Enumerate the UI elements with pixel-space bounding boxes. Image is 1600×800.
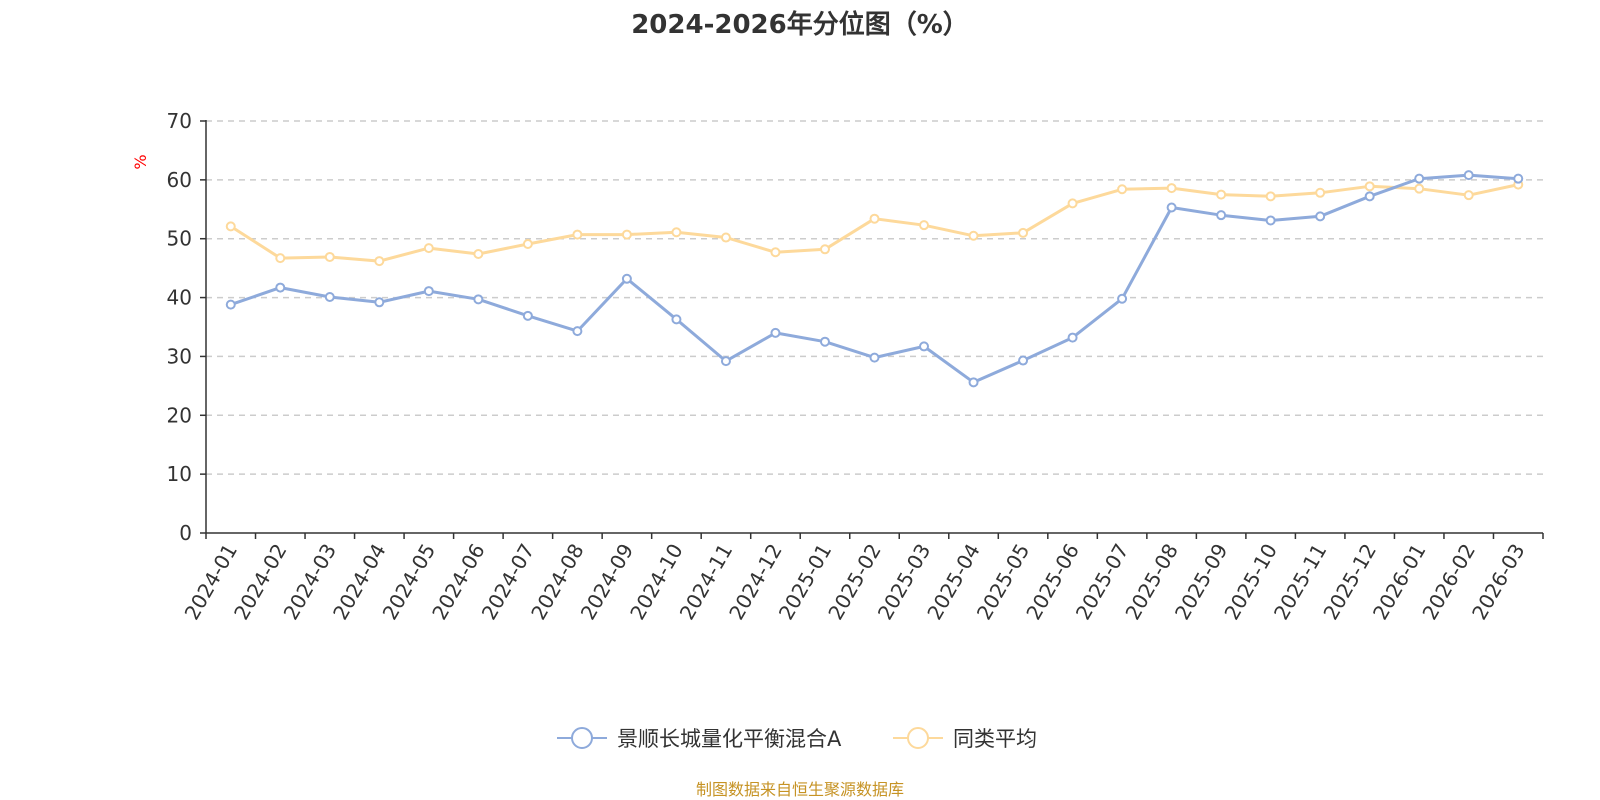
grid-lines xyxy=(206,120,1543,475)
data-point xyxy=(225,221,236,232)
y-axis-label: % xyxy=(131,154,150,169)
data-point xyxy=(1414,183,1425,194)
data-point xyxy=(423,243,434,254)
series-2 xyxy=(225,179,1524,267)
data-point xyxy=(1463,170,1474,181)
data-point xyxy=(374,297,385,308)
chart-title: 2024-2026年分位图（%） xyxy=(631,9,969,40)
series-line xyxy=(230,173,1519,384)
data-point xyxy=(473,249,484,260)
legend-label: 景顺长城量化平衡混合A xyxy=(617,727,842,751)
data-point xyxy=(720,232,731,243)
data-point xyxy=(1117,293,1128,304)
data-point xyxy=(968,230,979,241)
data-point xyxy=(819,244,830,255)
y-tick-label: 10 xyxy=(167,462,192,486)
legend-marker xyxy=(571,727,593,749)
data-point xyxy=(869,213,880,224)
data-point xyxy=(572,229,583,240)
data-point xyxy=(324,291,335,302)
data-point xyxy=(671,227,682,238)
data-point xyxy=(1463,190,1474,201)
data-point xyxy=(1414,173,1425,184)
data-point xyxy=(1265,215,1276,226)
y-tick-label: 40 xyxy=(167,286,192,310)
data-point xyxy=(423,286,434,297)
data-point xyxy=(275,282,286,293)
data-point xyxy=(1117,184,1128,195)
data-point xyxy=(324,251,335,262)
data-point xyxy=(1315,211,1326,222)
data-point xyxy=(720,356,731,367)
y-tick-label: 0 xyxy=(179,521,192,545)
source-note: 制图数据来自恒生聚源数据库 xyxy=(696,780,904,799)
legend[interactable]: 景顺长城量化平衡混合A 同类平均 xyxy=(557,727,1037,751)
data-point xyxy=(374,256,385,267)
data-point xyxy=(1166,202,1177,213)
data-point xyxy=(621,229,632,240)
legend-item-2[interactable]: 同类平均 xyxy=(893,727,1037,751)
y-tick-label: 70 xyxy=(167,109,192,133)
data-point xyxy=(1166,183,1177,194)
data-point xyxy=(572,326,583,337)
data-point xyxy=(671,314,682,325)
data-point xyxy=(919,220,930,231)
data-point xyxy=(1265,191,1276,202)
data-point xyxy=(819,336,830,347)
data-point xyxy=(919,341,930,352)
data-point xyxy=(770,247,781,258)
data-point xyxy=(1364,181,1375,192)
data-point xyxy=(275,253,286,264)
data-point xyxy=(1216,189,1227,200)
x-tick-labels: 2024-012024-022024-032024-042024-052024-… xyxy=(180,540,1530,624)
data-point xyxy=(473,294,484,305)
data-point xyxy=(968,377,979,388)
legend-marker xyxy=(907,727,929,749)
y-tick-label: 30 xyxy=(167,344,192,368)
data-point xyxy=(522,310,533,321)
y-tick-label: 50 xyxy=(167,227,192,251)
axes xyxy=(200,120,1544,539)
data-point xyxy=(1067,198,1078,209)
legend-item-1[interactable]: 景顺长城量化平衡混合A xyxy=(557,727,842,751)
data-point xyxy=(1067,332,1078,343)
legend-label: 同类平均 xyxy=(953,727,1037,751)
data-point xyxy=(1018,355,1029,366)
y-tick-labels: 0 10 20 30 40 50 60 70 xyxy=(167,109,192,545)
data-point xyxy=(1364,191,1375,202)
series-1 xyxy=(225,170,1524,388)
y-tick-label: 20 xyxy=(167,403,192,427)
data-point xyxy=(770,327,781,338)
y-tick-label: 60 xyxy=(167,168,192,192)
data-point xyxy=(522,239,533,250)
data-point xyxy=(621,273,632,284)
series-group xyxy=(225,170,1524,388)
data-point xyxy=(1216,210,1227,221)
data-point xyxy=(1315,187,1326,198)
data-point xyxy=(1018,227,1029,238)
data-point xyxy=(1513,173,1524,184)
data-point xyxy=(225,299,236,310)
data-point xyxy=(869,352,880,363)
